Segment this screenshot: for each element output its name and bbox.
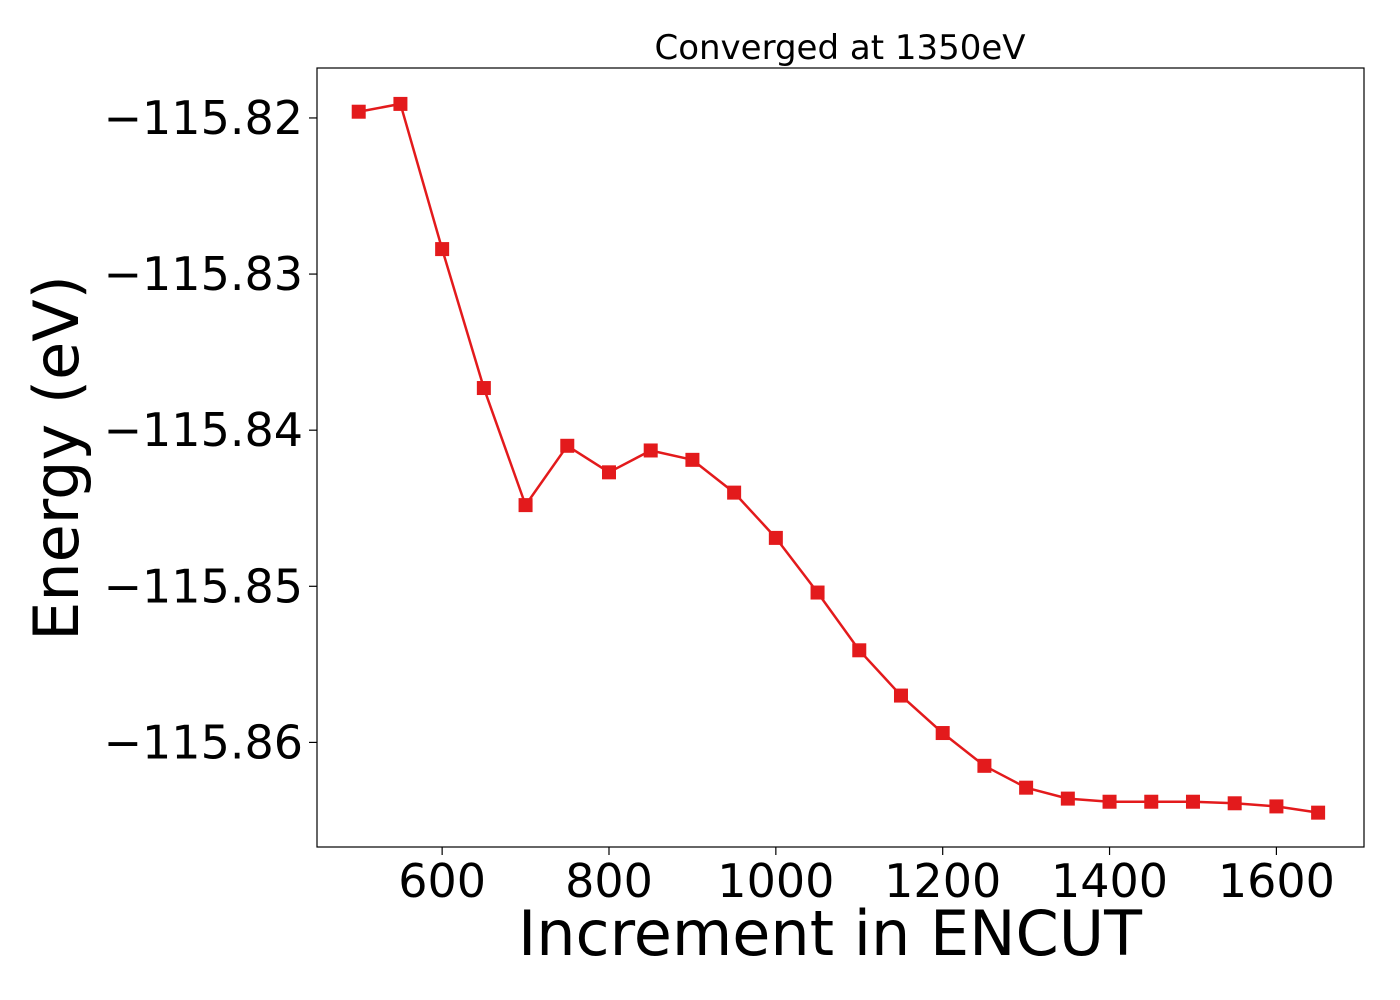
y-axis-label: Energy (eV) (20, 275, 93, 641)
x-axis-label: Increment in ENCUT (518, 897, 1143, 970)
y-tick-label: −115.85 (104, 559, 304, 613)
x-axis: 600 800 1000 1200 1400 1600 (398, 847, 1335, 908)
x-tick-label: 1200 (884, 854, 1001, 908)
data-point (685, 452, 700, 467)
y-tick-label: −115.82 (104, 91, 304, 145)
y-axis: −115.82 −115.83 −115.84 −115.85 −115.86 (104, 91, 317, 769)
data-point (435, 242, 450, 257)
data-point (727, 485, 742, 500)
y-tick-label: −115.83 (104, 247, 304, 301)
x-tick-label: 600 (398, 854, 486, 908)
data-point (935, 726, 950, 741)
data-point (810, 585, 825, 600)
data-point (1311, 805, 1326, 820)
data-point (1227, 796, 1242, 811)
data-point (351, 104, 366, 119)
series-line (358, 102, 1319, 814)
y-tick-label: −115.86 (104, 715, 304, 769)
data-point (1144, 794, 1159, 809)
chart-title: Converged at 1350eV (654, 28, 1025, 68)
x-tick-label: 1600 (1218, 854, 1335, 908)
y-tick-label: −115.84 (104, 403, 304, 457)
data-point (393, 96, 408, 111)
data-point (1185, 794, 1200, 809)
data-point (518, 498, 533, 513)
data-point (768, 530, 783, 545)
data-point (643, 443, 658, 458)
x-tick-label: 1000 (717, 854, 834, 908)
x-tick-label: 800 (565, 854, 653, 908)
plot-frame (316, 67, 1365, 848)
data-point (1102, 794, 1117, 809)
data-point (1269, 799, 1284, 814)
plot-area (351, 96, 1326, 820)
data-point (977, 758, 992, 773)
data-point (560, 438, 575, 453)
data-point (1060, 791, 1075, 806)
data-point (893, 688, 908, 703)
data-point (1019, 780, 1034, 795)
data-point (601, 465, 616, 480)
data-point (476, 381, 491, 396)
data-point (852, 643, 867, 658)
x-tick-label: 1400 (1051, 854, 1168, 908)
